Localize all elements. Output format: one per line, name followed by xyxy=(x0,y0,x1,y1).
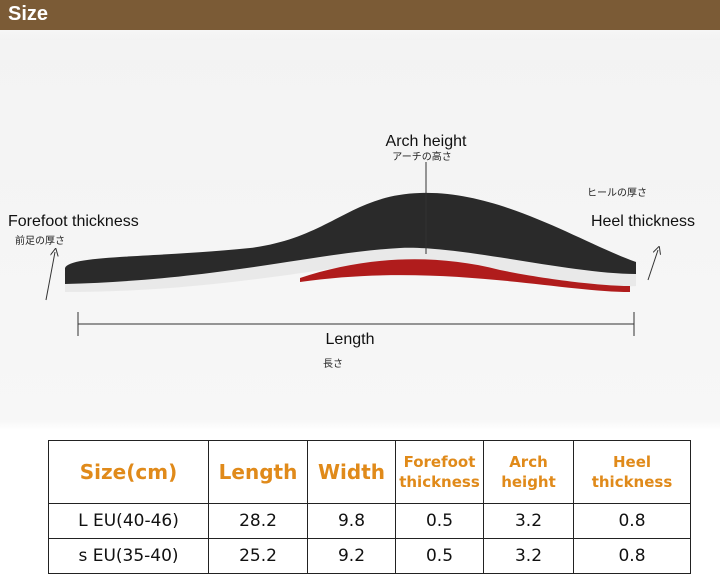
table-cell: s EU(35-40) xyxy=(48,538,209,574)
arch-support xyxy=(300,259,630,292)
table-header: Size(cm) Length Width Forefoot thickness… xyxy=(48,440,691,504)
forefoot-arrow xyxy=(45,252,55,301)
table-cell: 3.2 xyxy=(483,538,574,574)
length-label: Length xyxy=(326,331,375,348)
insole-diagram: Arch height アーチの高さ Forefoot thickness 前足… xyxy=(8,133,695,370)
forefoot-sublabel: 前足の厚さ xyxy=(15,234,65,247)
table-row: L EU(40-46) 28.2 9.8 0.5 3.2 0.8 xyxy=(48,503,691,539)
table-cell: 0.8 xyxy=(573,503,691,539)
header-cell: Arch height xyxy=(483,440,574,504)
table-cell: 9.8 xyxy=(307,503,396,539)
heel-arrow xyxy=(647,250,658,281)
table-cell: 0.8 xyxy=(573,538,691,574)
size-table: Size(cm) Length Width Forefoot thickness… xyxy=(48,440,691,574)
insole-top xyxy=(65,192,636,284)
header-cell: Size(cm) xyxy=(48,440,209,504)
table-cell: 25.2 xyxy=(208,538,308,574)
header-title: Size xyxy=(8,3,49,25)
table-cell: L EU(40-46) xyxy=(48,503,209,539)
arch-label: Arch height xyxy=(386,133,467,150)
table-cell: 3.2 xyxy=(483,503,574,539)
header-cell: Heel thickness xyxy=(573,440,691,504)
table-cell: 9.2 xyxy=(307,538,396,574)
header-cell: Forefoot thickness xyxy=(395,440,484,504)
header-cell: Length xyxy=(208,440,308,504)
arch-sublabel: アーチの高さ xyxy=(392,150,451,163)
heel-label: Heel thickness xyxy=(591,213,695,230)
length-sublabel: 長さ xyxy=(323,358,343,370)
table-row: s EU(35-40) 25.2 9.2 0.5 3.2 0.8 xyxy=(48,538,691,574)
forefoot-label: Forefoot thickness xyxy=(8,213,139,230)
heel-sublabel: ヒールの厚さ xyxy=(587,187,647,199)
header-cell: Width xyxy=(307,440,396,504)
table-cell: 0.5 xyxy=(395,538,484,574)
table-cell: 28.2 xyxy=(208,503,308,539)
header-bar: Size xyxy=(0,0,720,30)
table-cell: 0.5 xyxy=(395,503,484,539)
